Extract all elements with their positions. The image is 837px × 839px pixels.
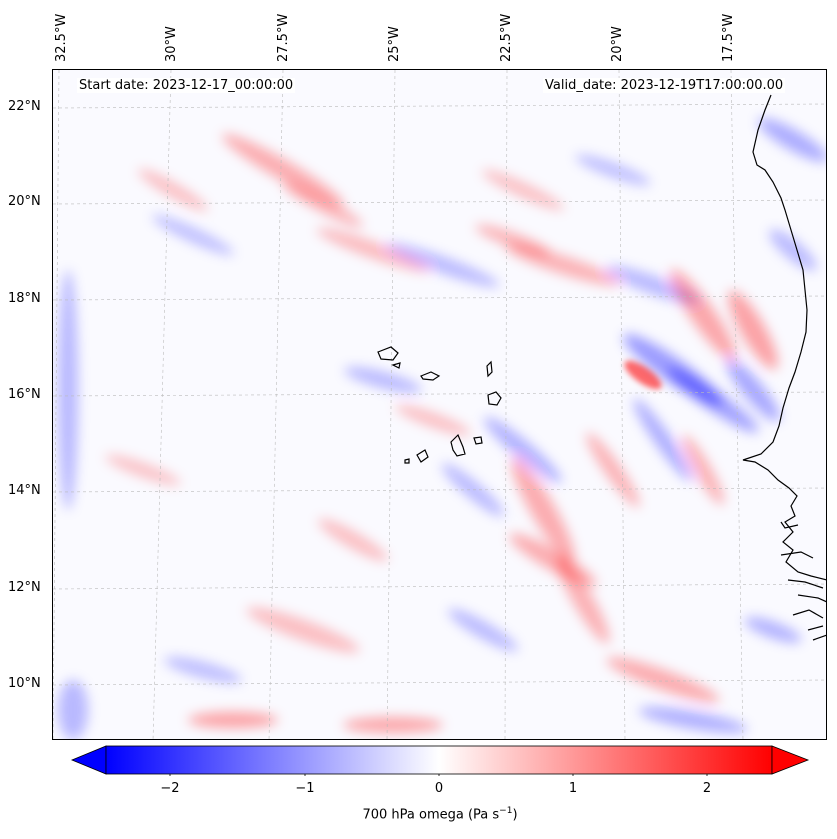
positive-omega-streak — [283, 182, 363, 228]
negative-omega-streak — [344, 367, 422, 393]
negative-omega-streak — [58, 270, 78, 510]
positive-omega-streak — [246, 607, 360, 653]
lon-label-22-5w: 22.5°W — [499, 13, 514, 62]
colorbar-label: 700 hPa omega (Pa s−1) — [362, 806, 518, 823]
negative-omega-streak — [152, 214, 234, 256]
positive-omega-streak — [606, 657, 720, 703]
lat-label-12n: 12°N — [8, 580, 41, 595]
positive-omega-streak — [395, 404, 471, 436]
colorbar-tick-0: 0 — [434, 781, 444, 796]
positive-omega-streak — [586, 432, 640, 508]
gridline-12n — [53, 583, 826, 590]
island-sao-nicolau — [420, 371, 441, 381]
positive-omega-streak — [505, 244, 621, 286]
lon-label-17-5w: 17.5°W — [721, 13, 736, 62]
positive-omega-streak — [188, 712, 278, 728]
colorbar-tick-1: 1 — [568, 781, 578, 796]
lon-label-27-5w: 27.5°W — [276, 13, 291, 62]
negative-omega-streak — [769, 229, 817, 271]
lat-label-18n: 18°N — [8, 291, 41, 306]
positive-omega-streak — [105, 454, 181, 486]
negative-omega-streak — [484, 417, 562, 483]
lat-label-16n: 16°N — [8, 387, 41, 402]
lon-label-30w: 30°W — [164, 26, 179, 62]
island-boa-vista — [487, 391, 502, 406]
africa-coastline — [742, 94, 826, 581]
island-fogo — [416, 449, 429, 463]
negative-omega-streak — [726, 358, 780, 422]
negative-omega-streak — [386, 243, 500, 287]
gridline-22-5w — [504, 70, 508, 739]
positive-omega-streak — [511, 457, 575, 563]
positive-omega-streak — [318, 518, 388, 562]
positive-omega-streak — [728, 290, 778, 370]
lat-label-10n: 10°N — [8, 676, 41, 691]
colorbar-tick-neg2: −2 — [160, 781, 180, 796]
omega-field-map — [53, 70, 826, 739]
west-africa-inlets — [780, 521, 826, 641]
gridline-30w — [152, 70, 172, 739]
gridline-20n — [53, 199, 826, 205]
colorbar-extend-min — [70, 745, 107, 775]
start-date-annotation: Start date: 2023-12-17_00:00:00 — [77, 78, 296, 93]
gridline-17-5w — [730, 70, 744, 739]
gridline-10n — [53, 679, 826, 686]
map-plot-area — [52, 69, 827, 740]
omega-contour-field — [58, 118, 826, 739]
colorbar-extend-max — [771, 745, 810, 775]
lon-label-25w: 25°W — [387, 26, 402, 62]
negative-omega-streak — [744, 617, 802, 643]
gridline-22n — [53, 103, 826, 109]
omega-contour-cores — [624, 360, 662, 390]
colorbar-gradient — [105, 745, 773, 775]
positive-omega-streak — [556, 556, 610, 644]
positive-omega-streak — [222, 133, 344, 207]
colorbar-tick-2: 2 — [702, 781, 712, 796]
negative-omega-streak — [448, 608, 518, 652]
negative-omega-streak — [633, 398, 693, 482]
lat-label-14n: 14°N — [8, 483, 41, 498]
positive-omega-streak — [482, 169, 564, 211]
lon-label-20w: 20°W — [610, 26, 625, 62]
island-santiago — [450, 433, 466, 457]
negative-omega-streak — [575, 154, 651, 186]
island-brava — [404, 458, 410, 464]
negative-omega-streak — [164, 657, 242, 683]
negative-omega-streak — [58, 680, 88, 739]
omega-colorbar — [70, 745, 810, 776]
negative-omega-streak — [638, 706, 748, 734]
coastlines — [377, 94, 826, 641]
negative-omega-streak — [758, 118, 826, 162]
gridline-27-5w — [268, 70, 284, 739]
positive-omega-streak — [624, 360, 662, 390]
gridline-18n — [53, 295, 826, 301]
positive-omega-streak — [316, 228, 430, 272]
gridline-25w — [386, 70, 396, 739]
lat-label-22n: 22°N — [8, 99, 41, 114]
lat-label-20n: 20°N — [8, 194, 41, 209]
positive-omega-streak — [138, 169, 208, 211]
gridline-32-5w — [53, 70, 60, 739]
negative-omega-streak — [667, 367, 759, 433]
lon-label-32-5w: 32.5°W — [54, 13, 69, 62]
positive-omega-streak — [669, 269, 737, 361]
negative-omega-streak — [605, 265, 701, 305]
island-maio — [473, 436, 483, 445]
graticule — [53, 70, 826, 739]
colorbar-tick-neg1: −1 — [295, 781, 315, 796]
positive-omega-streak — [681, 435, 725, 505]
positive-omega-streak — [343, 717, 443, 733]
island-sao-vicente — [391, 362, 401, 369]
gridline-20w — [618, 70, 626, 739]
valid-date-annotation: Valid_date: 2023-12-19T17:00:00.00 — [543, 78, 786, 93]
island-santo-antao — [377, 346, 399, 361]
island-sal — [486, 360, 493, 378]
